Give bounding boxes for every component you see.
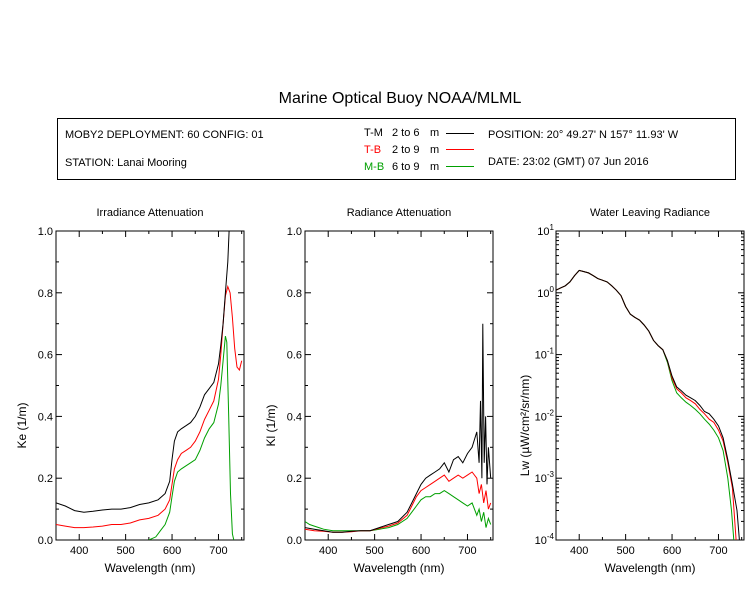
panel2-xtick-label: 700	[458, 545, 476, 557]
panel2-ytick-label: 0.4	[287, 411, 302, 423]
legend-line-mb	[446, 166, 474, 167]
legend-line-tb	[446, 149, 474, 150]
legend-range-tb: 2 to 9	[392, 144, 420, 156]
legend-range-mb: 6 to 9	[392, 161, 420, 173]
panel2-ytick-label: 1.0	[287, 226, 302, 238]
panel1-xtick-label: 600	[163, 545, 181, 557]
panel3-ylabel: Lw (µW/cm²/sr/nm)	[518, 375, 532, 477]
chart-main-title: Marine Optical Buoy NOAA/MLML	[278, 90, 522, 107]
panel3-ytick-label: 10-1	[535, 347, 555, 362]
panel2-ytick-label: 0.6	[287, 350, 302, 362]
panel3-series-t-b	[556, 269, 737, 540]
panel3-series-t-m	[556, 269, 740, 540]
legend-unit-tb: m	[430, 144, 440, 156]
panel1-ytick-label: 0.6	[38, 350, 53, 362]
panel1-series-t-m	[56, 231, 230, 513]
station-text: STATION: Lanai Mooring	[65, 157, 187, 169]
panel2-xtick-label: 500	[365, 545, 383, 557]
panel3-xtick-label: 600	[663, 545, 681, 557]
panel3-ytick-label: 10-4	[535, 532, 555, 547]
panel3-xtick-label: 400	[570, 545, 588, 557]
legend-code-mb: M-B	[364, 161, 385, 173]
panel3-ytick-label: 100	[537, 285, 554, 300]
panel2-series-t-b	[305, 471, 492, 533]
legend-line-tm	[446, 133, 474, 134]
panel2-ytick-label: 0.0	[287, 535, 302, 547]
panel1-frame	[55, 230, 245, 541]
panel3-ytick-label: 10-3	[535, 470, 555, 485]
legend-unit-tm: m	[430, 127, 440, 139]
panel3-ytick-label: 101	[537, 223, 554, 238]
panel1-xtick-label: 400	[70, 545, 88, 557]
panel2-series-m-b	[305, 490, 492, 532]
panel2-xtick-label: 600	[412, 545, 430, 557]
panel3-ytick-label: 10-2	[535, 408, 555, 423]
panel3-xtick-label: 500	[616, 545, 634, 557]
info-box: MOBY2 DEPLOYMENT: 60 CONFIG: 01 STATION:…	[57, 118, 736, 180]
panel1-ytick-label: 1.0	[38, 226, 53, 238]
panel1-ytick-label: 0.0	[38, 535, 53, 547]
panel1-xtick-label: 700	[209, 545, 227, 557]
panel2-frame	[304, 230, 494, 541]
panel1-ytick-label: 0.4	[38, 411, 53, 423]
panel2-xtick-label: 400	[319, 545, 337, 557]
date-text: DATE: 23:02 (GMT) 07 Jun 2016	[488, 156, 649, 168]
panel2-title: Radiance Attenuation	[347, 207, 452, 219]
panel2-ylabel: Kl (1/m)	[264, 404, 278, 446]
panel3-xtick-label: 700	[709, 545, 727, 557]
panel1-ytick-label: 0.8	[38, 288, 53, 300]
panel1-ylabel: Ke (1/m)	[15, 402, 29, 448]
panel1-ytick-label: 0.2	[38, 473, 53, 485]
panel2-series-t-m	[305, 323, 492, 533]
panel3-frame	[555, 230, 745, 541]
panel1-xtick-label: 500	[116, 545, 134, 557]
deployment-text: MOBY2 DEPLOYMENT: 60 CONFIG: 01	[65, 129, 264, 141]
panel2-ytick-label: 0.2	[287, 473, 302, 485]
panel1-series-t-b	[56, 284, 243, 529]
panel3-series-m-b	[556, 269, 735, 540]
legend-range-tm: 2 to 6	[392, 127, 420, 139]
legend-code-tb: T-B	[364, 144, 382, 156]
legend-code-tm: T-M	[364, 127, 383, 139]
panel3-title: Water Leaving Radiance	[590, 207, 710, 219]
panel1-series-m-b	[148, 335, 235, 540]
panel3-xlabel: Wavelength (nm)	[605, 561, 696, 575]
legend-unit-mb: m	[430, 161, 440, 173]
panel2-ytick-label: 0.8	[287, 288, 302, 300]
panel2-xlabel: Wavelength (nm)	[354, 561, 445, 575]
position-text: POSITION: 20° 49.27' N 157° 11.93' W	[488, 129, 679, 141]
panel1-title: Irradiance Attenuation	[96, 207, 203, 219]
panel1-xlabel: Wavelength (nm)	[105, 561, 196, 575]
